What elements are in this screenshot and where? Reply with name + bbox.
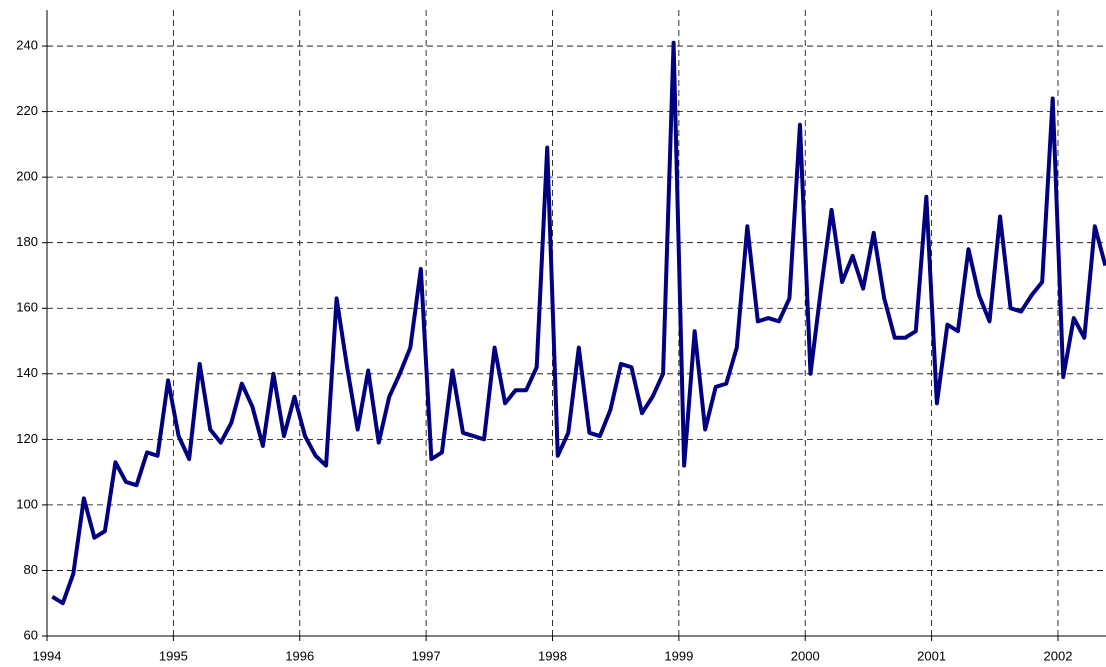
y-tick-label: 120 bbox=[16, 431, 38, 446]
x-tick-label: 1998 bbox=[538, 648, 567, 663]
x-tick-label: 1996 bbox=[285, 648, 314, 663]
x-tick-label: 1997 bbox=[412, 648, 441, 663]
x-tick-label: 2002 bbox=[1044, 648, 1073, 663]
y-tick-label: 160 bbox=[16, 300, 38, 315]
data-line bbox=[51, 40, 1106, 606]
y-tick-label: 60 bbox=[24, 627, 38, 642]
y-tick-label: 140 bbox=[16, 365, 38, 380]
y-tick-label: 240 bbox=[16, 37, 38, 52]
y-tick-label: 220 bbox=[16, 103, 38, 118]
x-tick-label: 2000 bbox=[791, 648, 820, 663]
y-tick-label: 80 bbox=[24, 562, 38, 577]
y-tick-label: 180 bbox=[16, 234, 38, 249]
x-tick-label: 1999 bbox=[664, 648, 693, 663]
x-tick-label: 2001 bbox=[917, 648, 946, 663]
x-tick-label: 1994 bbox=[33, 648, 62, 663]
x-tick-label: 1995 bbox=[159, 648, 188, 663]
y-tick-label: 100 bbox=[16, 496, 38, 511]
y-tick-label: 200 bbox=[16, 169, 38, 184]
